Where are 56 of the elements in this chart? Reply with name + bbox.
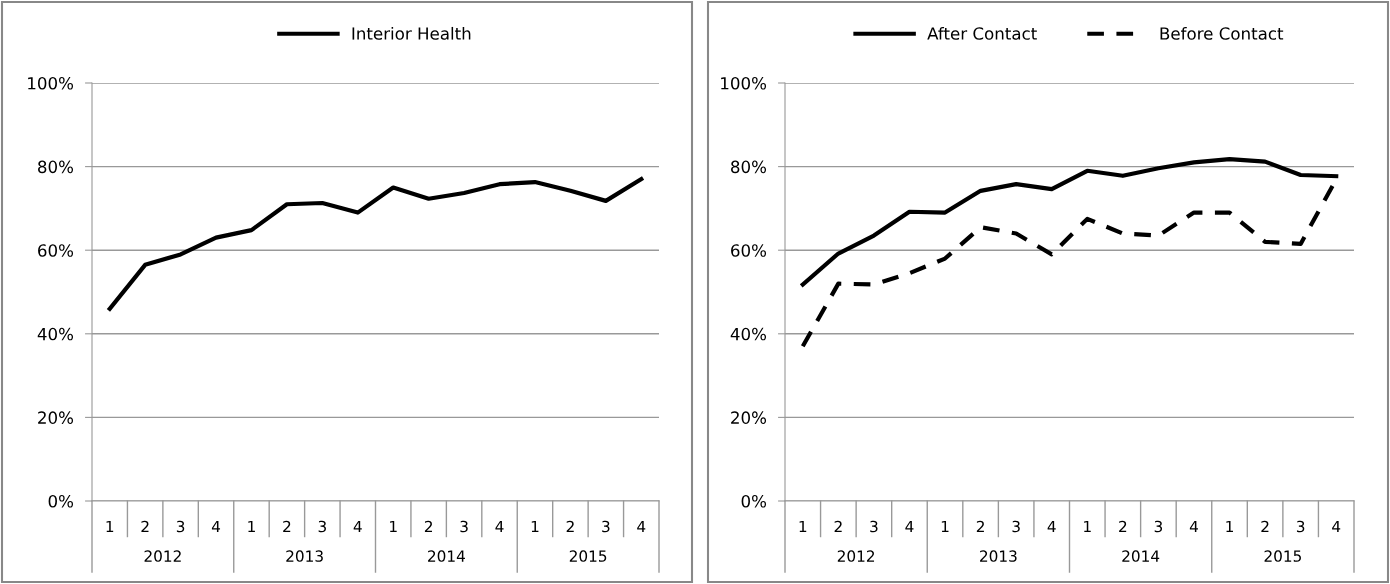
x-tick-label: 3 — [1296, 520, 1305, 533]
y-tick-label: 0% — [741, 494, 767, 508]
x-tick-label: 2 — [424, 520, 432, 533]
x-tick-label: 3 — [460, 520, 468, 533]
text: 2012 — [837, 550, 875, 562]
y-tick-label: 20% — [731, 411, 767, 424]
text: 2014 — [1122, 550, 1160, 562]
y-tick-label: 20% — [38, 411, 74, 424]
x-tick-label: 2 — [141, 520, 149, 533]
x-tick-label: 2 — [976, 520, 984, 533]
x-tick-label: 3 — [1012, 520, 1020, 533]
x-tick-label: 1 — [106, 520, 114, 533]
x-tick-label: 4 — [1332, 520, 1341, 533]
x-tick-label: 2 — [283, 520, 291, 533]
text: 2012 — [144, 550, 181, 562]
x-tick-label: 2 — [1261, 520, 1269, 533]
y-tick-label: 60% — [38, 244, 74, 257]
x-tick-label: 4 — [905, 520, 914, 533]
x-tick-label: 3 — [870, 520, 878, 533]
x-tick-label: 2 — [834, 520, 842, 533]
legend-label: After Contact — [927, 26, 1037, 40]
y-tick-label: 40% — [37, 327, 74, 341]
x-tick-label: 3 — [176, 520, 185, 533]
x-tick-label: 1 — [531, 520, 539, 533]
y-tick-label: 80% — [731, 160, 767, 174]
text: 2013 — [286, 550, 323, 562]
y-tick-label: 0% — [48, 494, 74, 508]
x-tick-label: 3 — [602, 520, 610, 533]
x-tick-label: 2 — [1119, 520, 1127, 533]
y-tick-label: 80% — [38, 160, 74, 174]
x-tick-label: 1 — [248, 520, 255, 533]
line-series — [107, 177, 644, 311]
text: 2013 — [980, 550, 1017, 562]
text: 2015 — [569, 550, 607, 562]
legend-label: Before Contact — [1160, 26, 1284, 40]
x-tick-label: 1 — [941, 520, 949, 533]
legend-label: Interior Health — [352, 26, 471, 40]
x-tick-label: 3 — [1154, 520, 1163, 533]
x-tick-label: 1 — [1084, 520, 1091, 533]
x-tick-label: 4 — [495, 520, 504, 533]
x-tick-label: 1 — [1226, 520, 1233, 533]
x-tick-label: 4 — [1047, 520, 1056, 533]
y-tick-label: 100% — [28, 76, 74, 90]
y-tick-label: 40% — [730, 327, 767, 341]
y-tick-label: 60% — [731, 244, 767, 257]
text: 2015 — [1264, 550, 1301, 562]
x-tick-label: 4 — [353, 520, 362, 533]
y-tick-label: 100% — [721, 76, 767, 90]
x-tick-label: 2 — [566, 520, 574, 533]
x-tick-label: 1 — [799, 520, 807, 533]
x-tick-label: 3 — [318, 520, 326, 533]
text: 2014 — [428, 550, 465, 562]
x-tick-label: 1 — [390, 520, 397, 533]
x-tick-label: 4 — [1189, 520, 1198, 533]
x-tick-label: 4 — [211, 520, 221, 533]
x-tick-label: 4 — [637, 520, 646, 533]
